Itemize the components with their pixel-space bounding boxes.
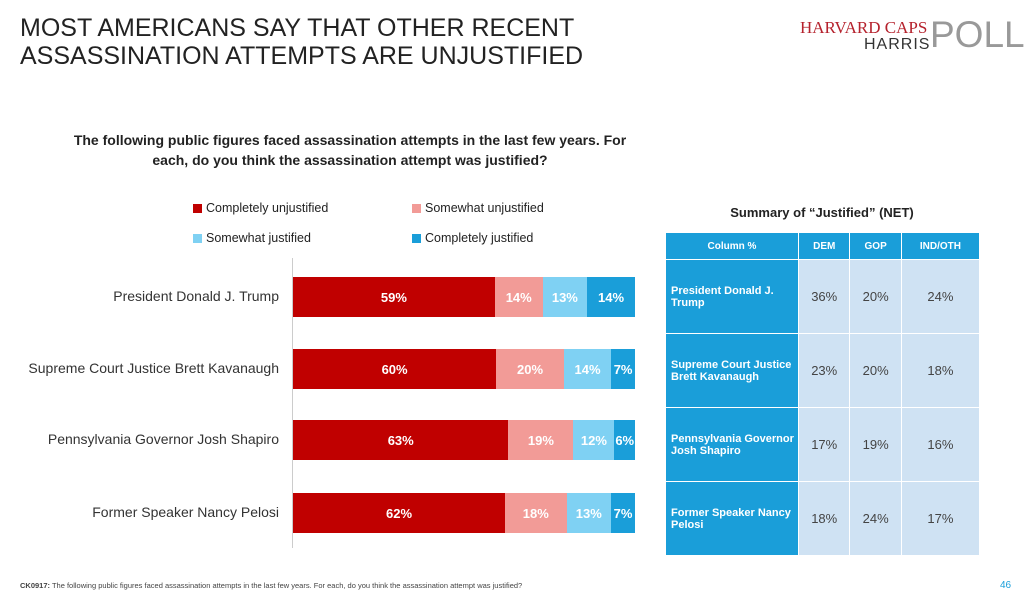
bar-segment: 59% xyxy=(293,277,495,317)
table-row: Pennsylvania Governor Josh Shapiro 17% 19%… xyxy=(665,407,981,482)
bar-segment: 63% xyxy=(293,420,509,460)
legend-label: Somewhat justified xyxy=(206,231,311,245)
table-cell: 24% xyxy=(849,481,902,556)
table-cell: 36% xyxy=(797,259,851,334)
legend-swatch xyxy=(412,233,421,243)
table-cell: 20% xyxy=(849,333,902,408)
legend-swatch xyxy=(193,233,202,243)
legend-label: Completely justified xyxy=(425,231,534,245)
bar-segment: 13% xyxy=(542,277,588,317)
slide-title: MOST AMERICANS SAY THAT OTHER RECENT ASS… xyxy=(20,14,584,70)
table-cell: 20% xyxy=(849,259,902,334)
legend-item: Somewhat justified xyxy=(193,231,311,245)
bar-segment: 7% xyxy=(611,493,635,533)
footnote-code: CK0917: xyxy=(20,581,51,590)
stacked-bar: 63% 19% 12% 6% xyxy=(293,420,635,460)
legend-item: Completely unjustified xyxy=(193,201,328,215)
bar-segment: 60% xyxy=(293,349,497,389)
table-row: Supreme Court Justice Brett Kavanaugh 23%… xyxy=(665,333,981,408)
table-cell: 17% xyxy=(900,481,981,556)
stacked-bar: 60% 20% 14% 7% xyxy=(293,349,635,389)
column-header: GOP xyxy=(849,232,902,260)
logo-line1: HARVARD CAPS xyxy=(800,18,928,37)
row-label: President Donald J. Trump xyxy=(665,259,799,334)
bar-segment: 14% xyxy=(587,277,635,317)
table-cell: 17% xyxy=(797,407,851,482)
row-label: Pennsylvania Governor Josh Shapiro xyxy=(665,407,799,482)
bar-segment: 13% xyxy=(566,493,612,533)
category-label: Supreme Court Justice Brett Kavanaugh xyxy=(28,360,279,376)
legend-label: Completely unjustified xyxy=(206,201,329,215)
category-label: Pennsylvania Governor Josh Shapiro xyxy=(47,431,279,447)
bar-segment: 14% xyxy=(494,277,543,317)
y-axis-line xyxy=(292,258,293,548)
table-row: Former Speaker Nancy Pelosi 18% 24% 17% xyxy=(665,481,981,556)
stacked-bar: 62% 18% 13% 7% xyxy=(293,493,635,533)
legend-label: Somewhat unjustified xyxy=(425,201,544,215)
category-label: Former Speaker Nancy Pelosi xyxy=(92,504,279,520)
summary-table: Column % DEM GOP IND/OTH President Donald J… xyxy=(665,232,981,556)
footnote: CK0917: The following public figures fac… xyxy=(20,581,522,590)
row-label: Former Speaker Nancy Pelosi xyxy=(665,481,799,556)
harvard-caps-harris-poll-logo: HARVARD CAPS HARRIS POLL xyxy=(800,16,1024,56)
legend-item: Somewhat unjustified xyxy=(412,201,544,215)
table-cell: 19% xyxy=(849,407,902,482)
bar-segment: 20% xyxy=(496,349,564,389)
table-cell: 18% xyxy=(900,333,981,408)
bar-segment: 6% xyxy=(614,420,635,460)
table-cell: 16% xyxy=(900,407,981,482)
column-header: DEM xyxy=(797,232,851,260)
category-label: President Donald J. Trump xyxy=(113,288,279,304)
table-cell: 24% xyxy=(900,259,981,334)
table-row: President Donald J. Trump 36% 20% 24% xyxy=(665,259,981,334)
footnote-text: The following public figures faced assas… xyxy=(50,581,523,590)
logo-line2: HARRIS xyxy=(864,36,931,53)
legend-item: Completely justified xyxy=(412,231,533,245)
bar-segment: 19% xyxy=(508,420,574,460)
legend-swatch xyxy=(412,203,421,213)
column-header: IND/OTH xyxy=(900,232,981,260)
bar-segment: 14% xyxy=(563,349,612,389)
row-label: Supreme Court Justice Brett Kavanaugh xyxy=(665,333,799,408)
table-cell: 23% xyxy=(797,333,851,408)
column-header: Column % xyxy=(665,232,799,260)
page-number: 46 xyxy=(1000,580,1012,591)
legend-swatch xyxy=(193,203,202,213)
bar-segment: 12% xyxy=(573,420,615,460)
summary-title: Summary of “Justified” (NET) xyxy=(730,205,914,220)
bar-segment: 7% xyxy=(611,349,635,389)
logo-line3: POLL xyxy=(930,14,1024,55)
bar-segment: 18% xyxy=(505,493,567,533)
stacked-bar: 59% 14% 13% 14% xyxy=(293,277,635,317)
chart-title: The following public figures faced assas… xyxy=(73,132,627,168)
bar-segment: 62% xyxy=(293,493,506,533)
table-cell: 18% xyxy=(797,481,851,556)
